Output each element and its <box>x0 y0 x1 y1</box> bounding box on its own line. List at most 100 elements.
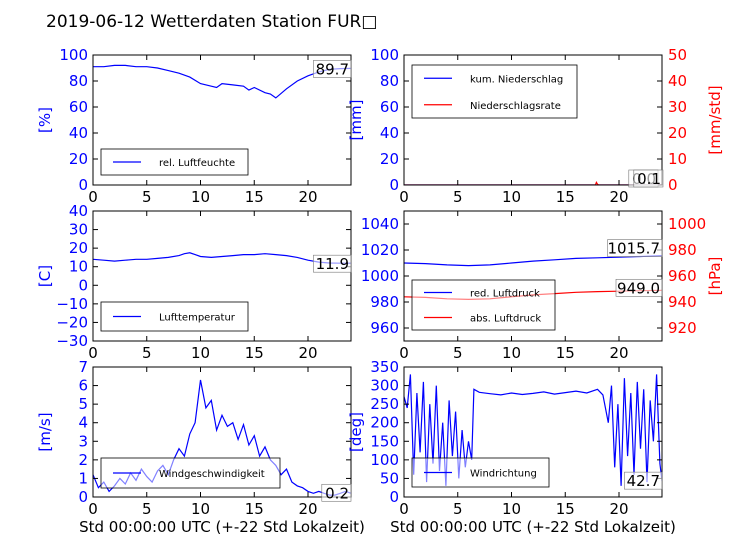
temperature-y-tick-label: 30 <box>69 221 88 239</box>
pressure-legend: red. Luftdruck abs. Luftdruck <box>411 279 556 331</box>
wind_direction-y-axis-label: [deg] <box>347 412 365 452</box>
wind_speed-x-axis-label: Std 00:00:00 UTC (+-22 Std Lokalzeit) <box>79 518 365 536</box>
humidity-y-tick-label: 60 <box>69 98 88 116</box>
pressure-x-tick-label: 20 <box>609 344 628 362</box>
wind_speed-x-tick-label: 10 <box>191 500 210 518</box>
wind_speed-legend: Windgeschwindigkeit <box>100 457 281 489</box>
temperature-x-tick-label: 5 <box>142 344 152 362</box>
wind_direction-legend-label: Windrichtung <box>470 469 537 480</box>
wind_speed-axes-frame <box>92 366 352 498</box>
pressure-last-value-label-box <box>607 239 663 257</box>
humidity-y-tick-label: 20 <box>69 150 88 168</box>
pressure-y-right-tick-label: 940 <box>668 293 697 311</box>
humidity-legend: rel. Luftfeuchte <box>100 148 249 176</box>
wind_speed-legend-label: Windgeschwindigkeit <box>159 469 265 480</box>
temperature-panel: 0 5 10 15 20−30−20−10010203040[C]Lufttempera… <box>36 202 352 362</box>
temperature-y-tick-label: −20 <box>56 313 88 331</box>
pressure-legend-label: red. Luftdruck <box>470 289 540 300</box>
temperature-y-tick-label: 0 <box>78 276 88 294</box>
precip-panel: 0 5 10 15 20 0 20 40 60 80 100 0 10 20 30 40 50 [mm] [mm/s… <box>347 46 724 206</box>
humidity-y-tick-label: 100 <box>59 46 88 64</box>
temperature-y-tick-label: 40 <box>69 202 88 220</box>
temperature-y-tick-label: −10 <box>56 295 88 313</box>
precip-x-tick-label: 20 <box>609 188 628 206</box>
wind_speed-x-tick-label: 0 <box>88 500 98 518</box>
precip-y-tick-label: 40 <box>380 124 399 142</box>
humidity-x-tick-label: 10 <box>191 188 210 206</box>
wind_speed-y-tick-label: 1 <box>78 469 88 487</box>
pressure-last-value-label-2: 949.0 <box>617 279 660 297</box>
pressure-y-right-tick-label: 920 <box>668 319 697 337</box>
humidity-last-value-label-box <box>313 60 352 78</box>
pressure-y-right-tick-label: 1000 <box>668 215 706 233</box>
precip-legend-label: Niederschlagsrate <box>470 101 561 112</box>
pressure-series-line-0 <box>404 255 662 267</box>
humidity-axes-frame <box>92 54 352 186</box>
pressure-y-tick-label: 1020 <box>361 241 399 259</box>
precip-series-line-1 <box>404 181 662 185</box>
precip-x-tick-label: 0 <box>399 188 409 206</box>
wind_direction-y-tick-label: 0 <box>389 488 399 506</box>
wind_direction-y-tick-label: 250 <box>370 395 399 413</box>
humidity-x-tick-label: 15 <box>245 188 264 206</box>
precip-x-tick-label: 5 <box>453 188 463 206</box>
pressure-x-tick-label: 10 <box>502 344 521 362</box>
humidity-x-tick-label: 5 <box>142 188 152 206</box>
temperature-last-value-label-box <box>313 254 352 273</box>
temperature-legend: Lufttemperatur <box>100 301 249 332</box>
pressure-panel: 0 5 10 15 20 960 980 1000 1020 1040 920 940 960 980 10… <box>361 210 724 362</box>
pressure-legend-label: abs. Luftdruck <box>470 314 541 325</box>
temperature-y-axis-label: [C] <box>36 265 54 287</box>
pressure-x-tick-label: 0 <box>399 344 409 362</box>
pressure-x-tick-label: 15 <box>556 344 575 362</box>
humidity-y-tick-label: 0 <box>78 176 88 194</box>
precip-y-tick-label: 60 <box>380 98 399 116</box>
precip-y-right-tick-label: 20 <box>668 124 687 142</box>
temperature-series-line-0 <box>93 252 351 264</box>
precip-x-tick-label: 15 <box>556 188 575 206</box>
temperature-x-tick-label: 20 <box>298 344 317 362</box>
precip-y-right-tick-label: 30 <box>668 98 687 116</box>
precip-last-value-label-2-box <box>633 169 664 188</box>
pressure-y-right-axis-label: [hPa] <box>706 257 724 296</box>
figure-title: 2019-06-12 Wetterdaten Station FUR□ <box>46 12 377 32</box>
wind_direction-y-tick-label: 200 <box>370 414 399 432</box>
wind_direction-last-value-label: 42.7 <box>627 472 660 490</box>
wind_speed-y-axis-label: [m/s] <box>36 412 54 451</box>
precip-y-axis-label: [mm] <box>347 100 365 141</box>
precip-y-tick-label: 20 <box>380 150 399 168</box>
wind_speed-last-value-label-box <box>321 483 352 502</box>
wind_direction-x-tick-label: 0 <box>399 500 409 518</box>
wind_direction-y-tick-label: 100 <box>370 451 399 469</box>
precip-y-right-tick-label: 0 <box>668 176 678 194</box>
wind_direction-last-value-label-box <box>624 471 663 490</box>
precip-legend-box <box>411 64 578 119</box>
wind_direction-y-tick-label: 350 <box>370 358 399 376</box>
precip-axes-frame <box>403 54 663 186</box>
precip-y-tick-label: 0 <box>389 176 399 194</box>
wind_direction-x-tick-label: 10 <box>502 500 521 518</box>
wind_speed-y-tick-label: 2 <box>78 451 88 469</box>
wind_speed-y-tick-label: 4 <box>78 414 88 432</box>
precip-y-tick-label: 100 <box>370 46 399 64</box>
wind_direction-legend: Windrichtung <box>411 457 550 488</box>
precip-legend: kum. Niederschlag Niederschlagsrate <box>411 64 578 119</box>
wind_direction-y-tick-label: 50 <box>380 469 399 487</box>
wind_speed-x-tick-label: 5 <box>142 500 152 518</box>
wind_direction-x-tick-label: 5 <box>453 500 463 518</box>
humidity-x-tick-label: 20 <box>298 188 317 206</box>
wind_direction-x-tick-label: 15 <box>556 500 575 518</box>
wind_speed-y-tick-label: 6 <box>78 377 88 395</box>
wind_direction-x-tick-label: 20 <box>609 500 628 518</box>
humidity-y-tick-label: 80 <box>69 72 88 90</box>
wind_speed-x-tick-label: 15 <box>245 500 264 518</box>
temperature-y-tick-label: 10 <box>69 258 88 276</box>
humidity-last-value-label: 89.7 <box>316 60 349 78</box>
pressure-y-tick-label: 980 <box>370 293 399 311</box>
wind_speed-y-tick-label: 5 <box>78 395 88 413</box>
wind_direction-series-line-0 <box>404 374 662 486</box>
pressure-x-tick-label: 5 <box>453 344 463 362</box>
